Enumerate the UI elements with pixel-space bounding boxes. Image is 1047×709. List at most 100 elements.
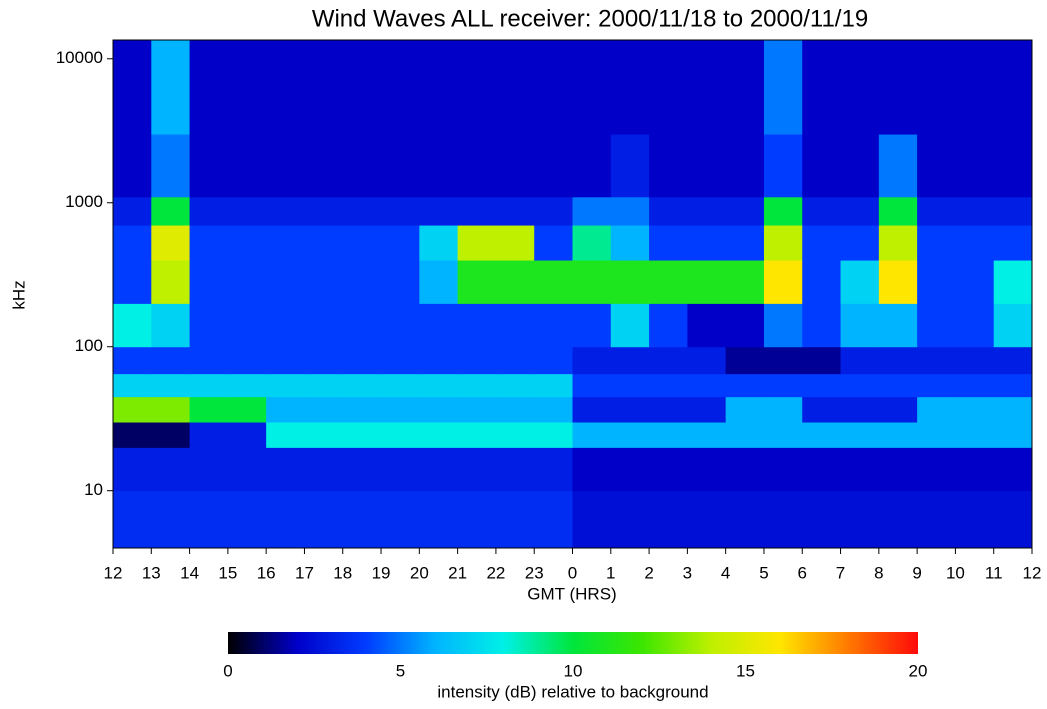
heat-cell xyxy=(840,40,880,135)
heat-cell xyxy=(419,346,459,375)
heat-cell xyxy=(610,225,650,261)
heat-cell xyxy=(227,346,267,375)
heat-cell xyxy=(304,196,344,226)
heat-cell xyxy=(381,396,420,423)
heat-cell xyxy=(955,490,995,549)
heat-cell xyxy=(840,346,880,375)
x-tick-label: 14 xyxy=(180,563,199,582)
heat-cell xyxy=(878,447,918,492)
heat-cell xyxy=(189,396,229,423)
heat-cell xyxy=(457,422,497,448)
heat-cell xyxy=(802,346,842,375)
heat-cell xyxy=(534,225,573,261)
heat-cell xyxy=(381,225,420,261)
heat-cell xyxy=(113,490,152,549)
heat-cell xyxy=(763,490,803,549)
heat-cell xyxy=(955,134,995,198)
heat-cell xyxy=(381,346,420,375)
heat-cell xyxy=(687,422,727,448)
heat-cell xyxy=(534,373,573,398)
heat-cell xyxy=(189,225,229,261)
heat-cell xyxy=(840,196,880,226)
heat-cell xyxy=(649,396,688,423)
heat-cell xyxy=(687,490,727,549)
y-tick-label: 1000 xyxy=(65,192,103,211)
heat-cell xyxy=(725,490,765,549)
heat-cell xyxy=(304,303,344,348)
x-tick-label: 2 xyxy=(644,563,653,582)
heat-cell xyxy=(419,396,459,423)
heat-cell xyxy=(495,396,535,423)
heat-cell xyxy=(840,373,880,398)
y-tick-label: 100 xyxy=(75,336,103,355)
heat-cell xyxy=(802,373,842,398)
heat-cell xyxy=(419,303,459,348)
x-tick-label: 6 xyxy=(798,563,807,582)
heat-cell xyxy=(955,447,995,492)
heat-cell xyxy=(419,134,459,198)
heat-cell xyxy=(151,346,191,375)
heat-cell xyxy=(227,225,267,261)
heat-cell xyxy=(266,447,305,492)
heat-cell xyxy=(955,396,995,423)
heat-cell xyxy=(649,490,688,549)
x-tick-label: 1 xyxy=(606,563,615,582)
heat-cell xyxy=(840,260,880,304)
x-tick-label: 10 xyxy=(946,563,965,582)
heat-cell xyxy=(840,490,880,549)
heat-cell xyxy=(534,196,573,226)
x-tick-label: 3 xyxy=(683,563,692,582)
heat-cell xyxy=(266,225,305,261)
heat-cell xyxy=(151,225,191,261)
heat-cell xyxy=(917,40,956,135)
heat-cell xyxy=(917,260,956,304)
heat-cell xyxy=(419,373,459,398)
heat-cell xyxy=(763,196,803,226)
heat-cell xyxy=(304,490,344,549)
heat-cell xyxy=(687,134,727,198)
heat-cell xyxy=(878,260,918,304)
heat-cell xyxy=(572,346,612,375)
heat-cell xyxy=(763,396,803,423)
heat-cell xyxy=(878,196,918,226)
heat-cell xyxy=(572,373,612,398)
heat-cell xyxy=(419,422,459,448)
heat-cell xyxy=(687,396,727,423)
x-tick-label: 12 xyxy=(104,563,123,582)
heat-cell xyxy=(649,422,688,448)
heat-cell xyxy=(725,196,765,226)
heat-cell xyxy=(342,134,382,198)
heat-cell xyxy=(610,134,650,198)
heat-cell xyxy=(763,373,803,398)
heat-cell xyxy=(151,196,191,226)
heat-cell xyxy=(802,396,842,423)
heat-cell xyxy=(687,373,727,398)
heat-cell xyxy=(687,40,727,135)
heat-cell xyxy=(495,225,535,261)
heat-cell xyxy=(917,196,956,226)
heat-cell xyxy=(878,396,918,423)
colorbar-label: intensity (dB) relative to background xyxy=(437,682,708,701)
heat-cell xyxy=(993,490,1033,549)
heat-cell xyxy=(266,490,305,549)
heat-cell xyxy=(151,373,191,398)
heat-cell xyxy=(457,490,497,549)
heat-cell xyxy=(342,396,382,423)
heat-cell xyxy=(266,373,305,398)
heat-cell xyxy=(878,303,918,348)
heat-cell xyxy=(227,134,267,198)
heat-cell xyxy=(495,373,535,398)
heat-cell xyxy=(610,373,650,398)
heat-cell xyxy=(304,346,344,375)
heat-cell xyxy=(610,260,650,304)
heat-cell xyxy=(113,422,152,448)
heat-cell xyxy=(227,196,267,226)
heat-cell xyxy=(113,134,152,198)
heat-cell xyxy=(495,196,535,226)
x-tick-label: 17 xyxy=(295,563,314,582)
x-tick-label: 20 xyxy=(410,563,429,582)
heat-cell xyxy=(534,490,573,549)
heat-cell xyxy=(304,373,344,398)
heat-cell xyxy=(457,373,497,398)
x-tick-label: 7 xyxy=(836,563,845,582)
